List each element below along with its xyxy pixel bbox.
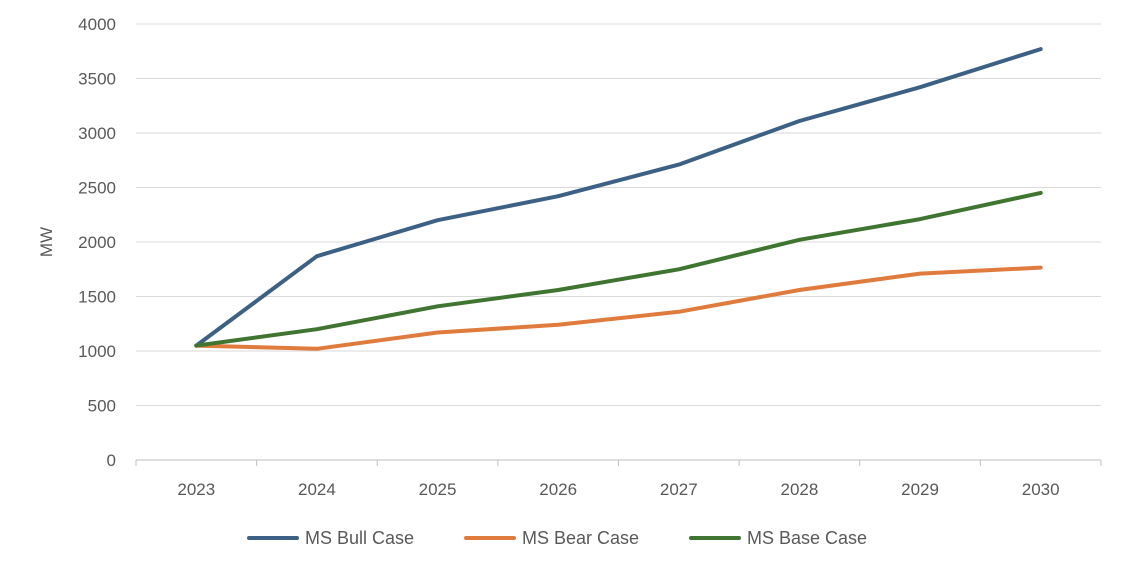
series-line-ms-base-case: [194, 190, 1043, 348]
x-tick-label: 2030: [1022, 480, 1060, 499]
y-axis-title: MW: [37, 227, 56, 257]
y-tick-label: 1000: [78, 342, 116, 361]
series-line-ms-bull-case: [194, 47, 1043, 348]
y-tick-label: 2500: [78, 179, 116, 198]
y-tick-label: 500: [88, 397, 116, 416]
series-lines: [194, 47, 1043, 351]
legend-label: MS Bear Case: [522, 528, 639, 548]
gridlines: [136, 23, 1101, 406]
legend-label: MS Bull Case: [305, 528, 414, 548]
y-tick-label: 2000: [78, 233, 116, 252]
y-tick-label: 3500: [78, 70, 116, 89]
x-tick-label: 2027: [660, 480, 698, 499]
x-tick-label: 2023: [177, 480, 215, 499]
x-tick-labels: 2023 2024 2025 2026 2027 2028 2029 2030: [177, 480, 1059, 499]
x-tick-label: 2028: [781, 480, 819, 499]
x-tick-label: 2024: [298, 480, 336, 499]
series-line-ms-bear-case: [194, 265, 1043, 351]
y-tick-labels: 0 500 1000 1500 2000 2500 3000 3500 4000: [78, 15, 116, 470]
y-tick-label: 1500: [78, 288, 116, 307]
axes: [135, 459, 1102, 466]
legend-label: MS Base Case: [747, 528, 867, 548]
x-tick-label: 2026: [539, 480, 577, 499]
y-tick-label: 3000: [78, 124, 116, 143]
y-tick-label: 4000: [78, 15, 116, 34]
x-tick-label: 2025: [419, 480, 457, 499]
x-tick-label: 2029: [901, 480, 939, 499]
y-tick-label: 0: [107, 451, 116, 470]
legend: MS Bull Case MS Bear Case MS Base Case: [247, 528, 867, 548]
